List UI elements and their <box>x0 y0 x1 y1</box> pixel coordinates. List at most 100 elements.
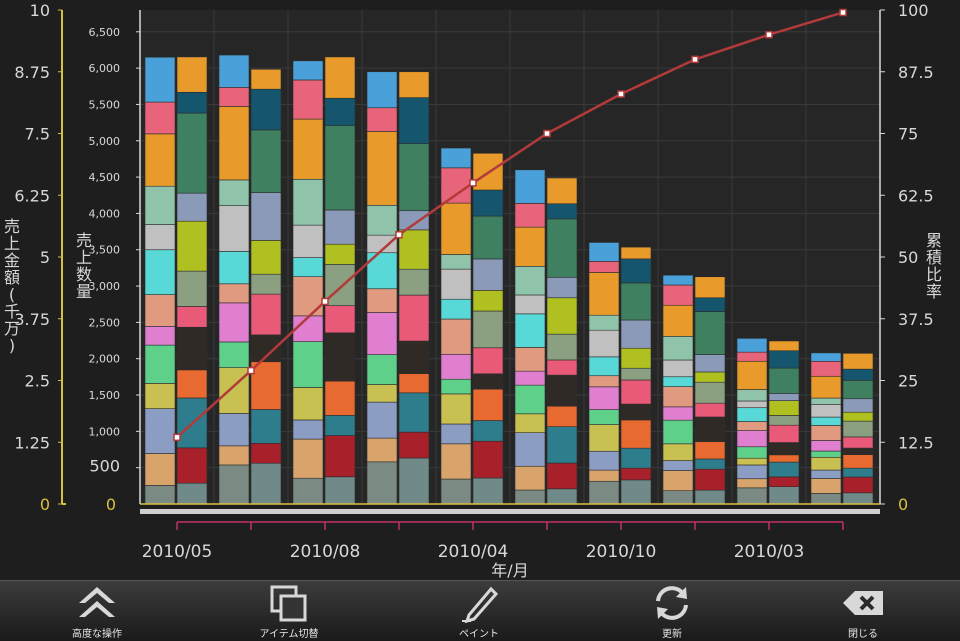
paint-label: ペイント <box>459 629 499 640</box>
refresh-label: 更新 <box>662 629 682 640</box>
y-tick-label-quantity: 6,000 <box>89 62 121 75</box>
x-axis-label: 年/月 <box>491 561 528 580</box>
bar-segment-quantity <box>810 425 842 441</box>
bar-segment-amount <box>842 447 874 455</box>
bar-segment-amount <box>250 361 282 410</box>
bar-segment-amount <box>620 246 652 260</box>
bar-segment-quantity <box>292 438 324 479</box>
bar-segment-amount <box>546 177 578 205</box>
y-tick-label-quantity: 500 <box>89 457 120 476</box>
bar-segment-quantity <box>218 87 250 107</box>
bar-segment-amount <box>842 467 874 478</box>
bar-segment-quantity <box>292 341 324 388</box>
bar-segment-quantity <box>366 107 398 132</box>
bar-segment-amount <box>694 311 726 355</box>
bar-segment-quantity <box>218 413 250 447</box>
bar-segment-amount <box>768 424 800 443</box>
bar-segment-amount <box>250 462 282 505</box>
bar-segment-quantity <box>588 272 620 316</box>
bar-segment-quantity <box>736 407 768 422</box>
bar-segment-amount <box>398 340 430 374</box>
bar-series[interactable] <box>144 54 874 505</box>
bar-segment-quantity <box>736 421 768 431</box>
ylabel-inner-char: 売 <box>76 231 92 250</box>
y-tick-label-ratio: 25 <box>898 372 918 391</box>
bar-segment-quantity <box>736 487 768 505</box>
bar-segment-amount <box>768 454 800 463</box>
bar-segment-amount <box>620 419 652 449</box>
bar-segment-quantity <box>662 419 694 445</box>
bar-segment-quantity <box>440 167 472 204</box>
bar-segment-amount <box>620 367 652 381</box>
bar-segment-amount <box>176 91 208 114</box>
bar-segment-amount <box>694 402 726 418</box>
bar-segment-amount <box>842 380 874 400</box>
y-tick-label-quantity: 2,500 <box>89 316 121 329</box>
bar-segment-amount <box>250 129 282 193</box>
bar-segment-amount <box>176 369 208 399</box>
bar-segment-amount <box>620 282 652 321</box>
bar-segment-amount <box>842 492 874 505</box>
double-chevron-up-icon <box>79 587 115 617</box>
bar-segment-amount <box>250 192 282 241</box>
bar-segment-quantity <box>144 294 176 327</box>
bar-segment-quantity <box>440 298 472 320</box>
x-scrollbar <box>140 509 880 514</box>
bar-segment-quantity <box>736 464 768 480</box>
bar-segment-amount <box>842 398 874 413</box>
refresh-button[interactable]: 更新 <box>602 581 742 641</box>
y-tick-label-quantity: 2,000 <box>89 353 121 366</box>
item-switch-label: アイテム切替 <box>259 629 319 640</box>
bar-segment-quantity <box>736 457 768 466</box>
ylabel-outer-char: 売 <box>4 217 20 236</box>
bar-segment-quantity <box>736 446 768 459</box>
bar-segment-amount <box>398 71 430 98</box>
bar-segment-amount <box>472 347 504 375</box>
bar-segment-amount <box>472 290 504 312</box>
bar-segment-quantity <box>440 254 472 270</box>
ratio-point <box>469 179 477 187</box>
bar-segment-amount <box>768 367 800 394</box>
bar-segment-quantity <box>218 106 250 181</box>
bar-segment-amount <box>768 461 800 478</box>
bar-segment-amount <box>694 371 726 383</box>
item-switch-button[interactable]: アイテム切替 <box>219 581 359 641</box>
bar-segment-amount <box>472 215 504 260</box>
advanced-operation-button[interactable]: 高度な操作 <box>27 581 167 641</box>
bar-segment-quantity <box>514 313 546 348</box>
bar-segment-quantity <box>292 224 324 258</box>
bar-segment-amount <box>694 468 726 491</box>
bar-segment-amount <box>250 68 282 90</box>
bar-segment-quantity <box>440 202 472 255</box>
bar-segment-amount <box>250 293 282 336</box>
bar-segment-amount <box>176 482 208 505</box>
bar-segment-amount <box>768 393 800 401</box>
bar-segment-quantity <box>292 276 324 317</box>
bar-segment-quantity <box>218 179 250 206</box>
bar-segment-quantity <box>218 205 250 252</box>
bar-segment-amount <box>398 97 430 144</box>
bar-segment-quantity <box>810 493 842 505</box>
bar-segment-quantity <box>366 204 398 236</box>
bar-segment-amount <box>546 218 578 278</box>
close-button[interactable]: 閉じる <box>793 581 933 641</box>
bar-segment-amount <box>324 56 356 99</box>
bar-segment-quantity <box>514 384 546 415</box>
bar-segment-quantity <box>588 386 620 410</box>
bar-segment-quantity <box>736 338 768 353</box>
bar-segment-quantity <box>144 408 176 454</box>
bar-segment-quantity <box>514 226 546 267</box>
bar-segment-quantity <box>366 131 398 206</box>
bar-segment-quantity <box>588 450 620 471</box>
x-tick-label: 2010/03 <box>734 542 805 562</box>
y-tick-label-quantity-zero: 0 <box>106 495 116 514</box>
bar-segment-amount <box>620 379 652 405</box>
bar-segment-quantity <box>366 401 398 439</box>
ratio-point <box>247 366 255 375</box>
y-tick-label-ratio: 50 <box>898 248 918 267</box>
bar-segment-amount <box>472 440 504 479</box>
bar-segment-amount <box>250 88 282 131</box>
bar-segment-quantity <box>144 101 176 135</box>
ylabel-outer-char: 上 <box>4 234 20 253</box>
paint-button[interactable]: ペイント <box>409 581 549 641</box>
